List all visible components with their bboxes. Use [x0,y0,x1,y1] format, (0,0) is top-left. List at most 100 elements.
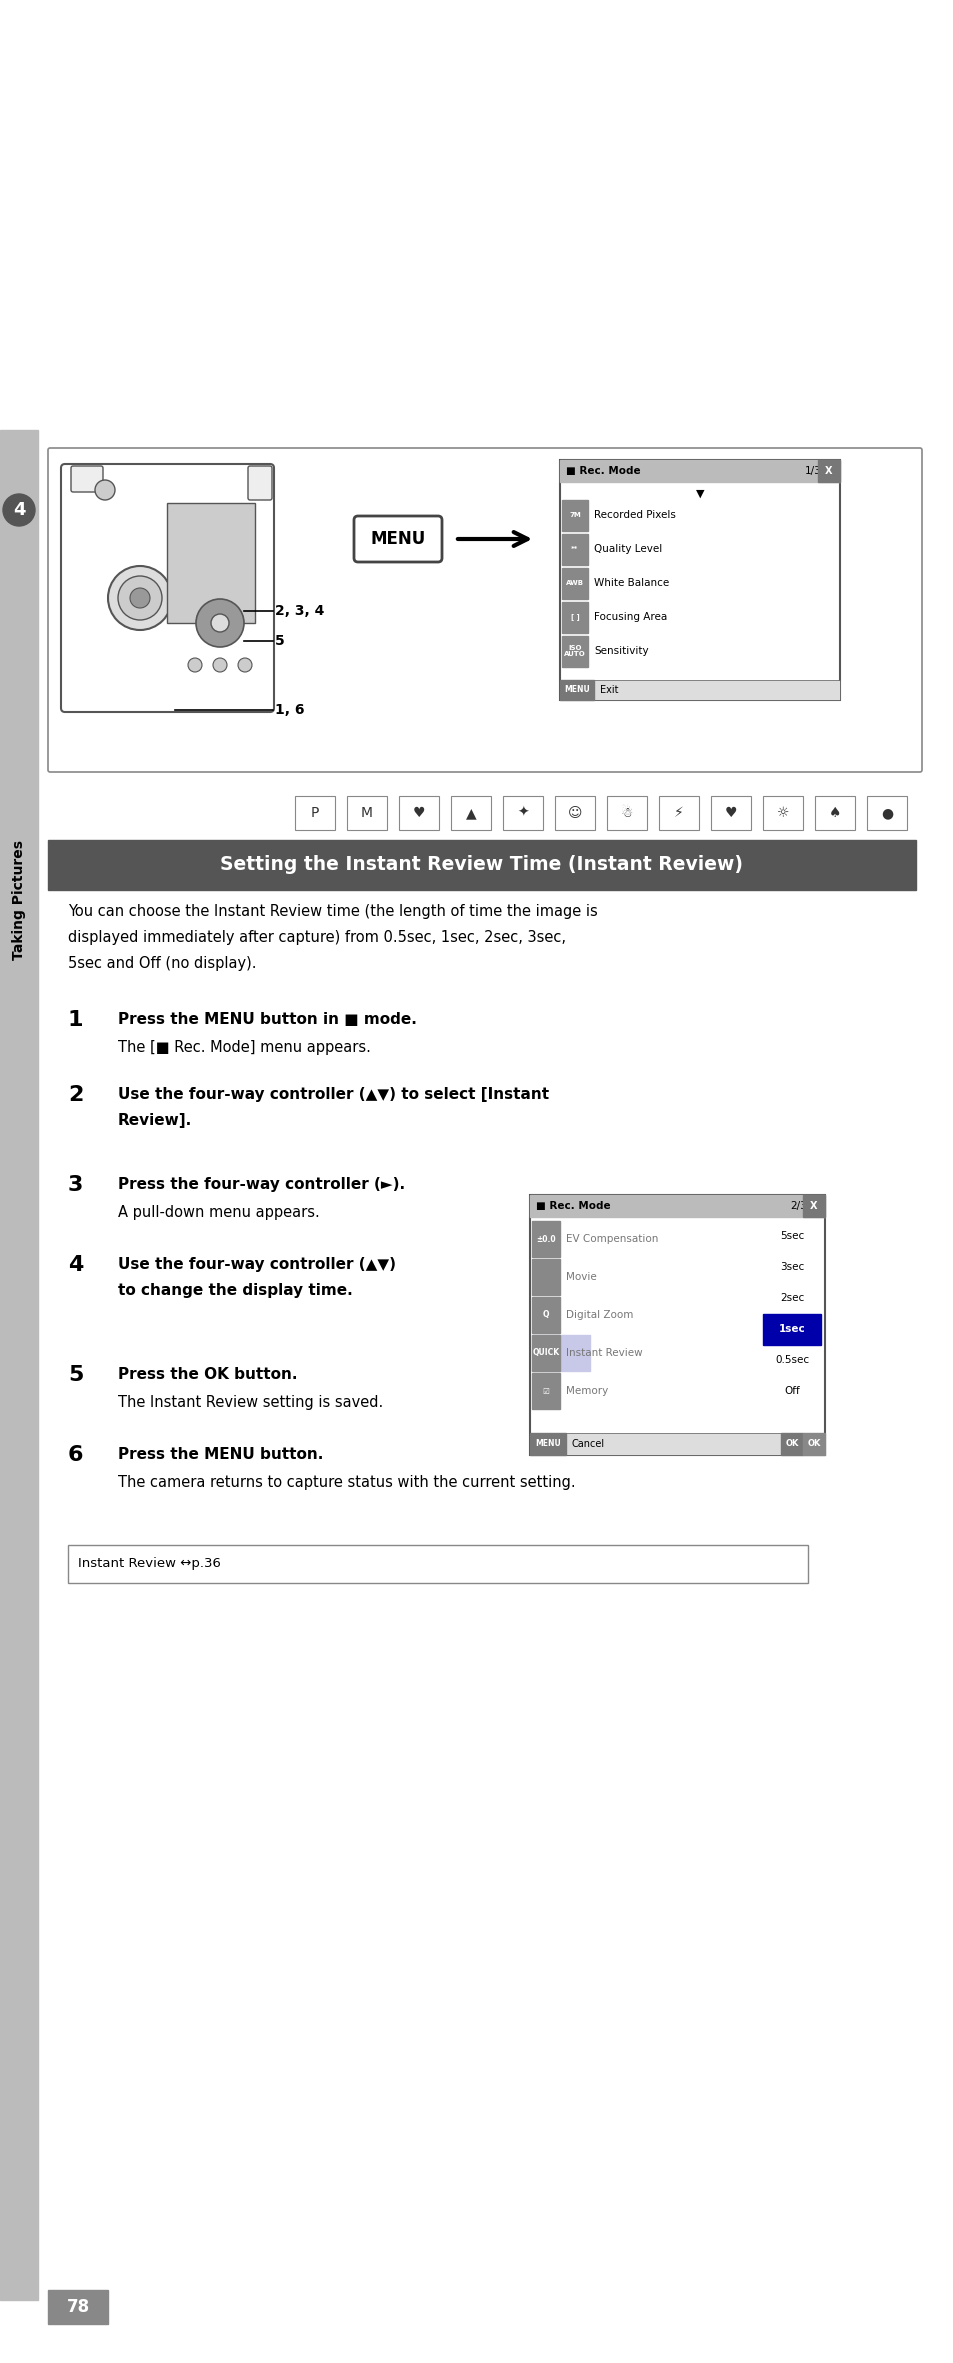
Circle shape [118,577,162,619]
Text: 4: 4 [68,1255,83,1276]
Circle shape [211,614,229,631]
Circle shape [95,480,115,501]
Text: M: M [360,806,373,820]
Bar [532,1297,589,1333]
Bar [530,1196,824,1456]
Bar [561,501,587,532]
Bar [398,796,438,829]
Text: 5sec: 5sec [779,1231,803,1241]
Circle shape [237,657,252,671]
Text: Movie: Movie [565,1271,597,1283]
Text: You can choose the Instant Review time (the length of time the image is: You can choose the Instant Review time (… [68,905,598,919]
Text: Review].: Review]. [118,1113,193,1127]
Text: 2: 2 [68,1085,83,1106]
Text: OK: OK [784,1439,798,1449]
Bar [762,1314,821,1345]
Text: MENU: MENU [535,1439,560,1449]
Text: ☑: ☑ [542,1387,549,1397]
Bar [802,1432,824,1456]
Text: Use the four-way controller (▲▼): Use the four-way controller (▲▼) [118,1257,395,1271]
Text: ■ Rec. Mode: ■ Rec. Mode [565,466,640,475]
Text: OK: OK [806,1439,820,1449]
Text: ⚡: ⚡ [674,806,683,820]
Text: Focusing Area: Focusing Area [594,612,666,621]
Text: The [■ Rec. Mode] menu appears.: The [■ Rec. Mode] menu appears. [118,1040,371,1054]
Text: Exit: Exit [599,685,618,695]
Text: 5: 5 [274,633,284,647]
FancyBboxPatch shape [61,463,274,711]
Circle shape [195,598,244,647]
Text: The camera returns to capture status with the current setting.: The camera returns to capture status wit… [118,1475,575,1491]
Bar [530,1432,824,1456]
Text: X: X [824,466,832,475]
Text: 7M: 7M [569,513,580,517]
Text: 5sec and Off (no display).: 5sec and Off (no display). [68,957,256,971]
Text: Sensitivity: Sensitivity [594,645,648,657]
Text: P: P [311,806,319,820]
Bar [530,1432,565,1456]
Bar [451,796,491,829]
Text: ☼: ☼ [776,806,788,820]
Bar [866,796,906,829]
Bar [48,2290,108,2323]
Text: Use the four-way controller (▲▼) to select [Instant: Use the four-way controller (▲▼) to sele… [118,1087,549,1101]
Text: ▼: ▼ [695,489,703,499]
FancyBboxPatch shape [248,466,272,501]
Bar [347,796,387,829]
Circle shape [3,494,35,527]
Text: Off: Off [783,1387,799,1397]
Text: ☃: ☃ [620,806,633,820]
Text: 0.5sec: 0.5sec [774,1354,808,1366]
Bar [294,796,335,829]
Text: ±0.0: ±0.0 [536,1233,556,1243]
Text: Taking Pictures: Taking Pictures [12,839,26,959]
Text: A pull-down menu appears.: A pull-down menu appears. [118,1205,319,1219]
Text: Press the MENU button in ■ mode.: Press the MENU button in ■ mode. [118,1011,416,1028]
Text: ■ Rec. Mode: ■ Rec. Mode [536,1200,610,1210]
Text: to change the display time.: to change the display time. [118,1283,353,1297]
Bar [561,534,587,565]
Text: 5: 5 [68,1366,83,1385]
Bar [559,461,840,482]
Circle shape [213,657,227,671]
Text: Instant Review: Instant Review [565,1347,642,1359]
Bar [781,1432,802,1456]
Bar [559,681,840,699]
Text: 78: 78 [67,2297,90,2316]
Text: [ ]: [ ] [570,614,578,621]
Bar [530,1196,824,1217]
Text: 3: 3 [68,1174,83,1196]
FancyBboxPatch shape [71,466,103,492]
Bar [561,636,587,666]
Text: ✦: ✦ [517,806,528,820]
Bar [561,567,587,598]
Bar [532,1335,589,1371]
Bar [167,503,254,624]
Bar [532,1297,559,1333]
Bar [532,1222,559,1257]
Bar [559,681,594,699]
Text: 2sec: 2sec [779,1293,803,1302]
Text: 1, 6: 1, 6 [274,704,304,716]
Text: Press the four-way controller (►).: Press the four-way controller (►). [118,1177,405,1191]
Text: X: X [809,1200,817,1210]
Text: **: ** [571,546,578,553]
Bar [0,0,953,430]
Bar [817,461,840,482]
Bar [532,1335,559,1371]
Text: ♥: ♥ [724,806,737,820]
Text: QUICK: QUICK [532,1349,559,1356]
Bar [762,796,802,829]
Text: Setting the Instant Review Time (Instant Review): Setting the Instant Review Time (Instant… [220,855,742,874]
Text: MENU: MENU [370,529,425,548]
Text: ●: ● [880,806,892,820]
Bar [502,796,542,829]
Text: 2, 3, 4: 2, 3, 4 [274,605,324,619]
Bar [561,603,587,633]
Text: Instant Review ↔p.36: Instant Review ↔p.36 [78,1557,221,1571]
Bar [0,430,38,2299]
Text: 1sec: 1sec [778,1323,804,1335]
Text: ▲: ▲ [465,806,476,820]
Text: Press the MENU button.: Press the MENU button. [118,1446,323,1463]
Bar [710,796,750,829]
